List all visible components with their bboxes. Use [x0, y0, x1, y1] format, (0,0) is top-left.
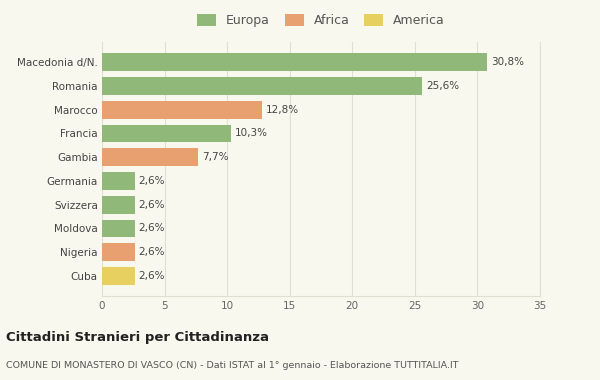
Text: COMUNE DI MONASTERO DI VASCO (CN) - Dati ISTAT al 1° gennaio - Elaborazione TUTT: COMUNE DI MONASTERO DI VASCO (CN) - Dati… — [6, 361, 458, 370]
Text: 2,6%: 2,6% — [138, 223, 165, 233]
Text: 10,3%: 10,3% — [235, 128, 268, 138]
Text: 2,6%: 2,6% — [138, 271, 165, 281]
Legend: Europa, Africa, America: Europa, Africa, America — [193, 10, 449, 31]
Bar — [102, 53, 487, 71]
Text: 2,6%: 2,6% — [138, 247, 165, 257]
Bar — [102, 220, 134, 238]
Bar — [102, 196, 134, 214]
Bar — [102, 148, 199, 166]
Bar — [102, 77, 422, 95]
Bar — [102, 243, 134, 261]
Bar — [102, 172, 134, 190]
Text: 30,8%: 30,8% — [491, 57, 524, 67]
Text: 7,7%: 7,7% — [202, 152, 229, 162]
Text: Cittadini Stranieri per Cittadinanza: Cittadini Stranieri per Cittadinanza — [6, 331, 269, 344]
Bar — [102, 267, 134, 285]
Bar — [102, 101, 262, 119]
Text: 12,8%: 12,8% — [266, 105, 299, 115]
Text: 2,6%: 2,6% — [138, 176, 165, 186]
Text: 25,6%: 25,6% — [426, 81, 459, 91]
Bar — [102, 125, 231, 142]
Text: 2,6%: 2,6% — [138, 200, 165, 210]
